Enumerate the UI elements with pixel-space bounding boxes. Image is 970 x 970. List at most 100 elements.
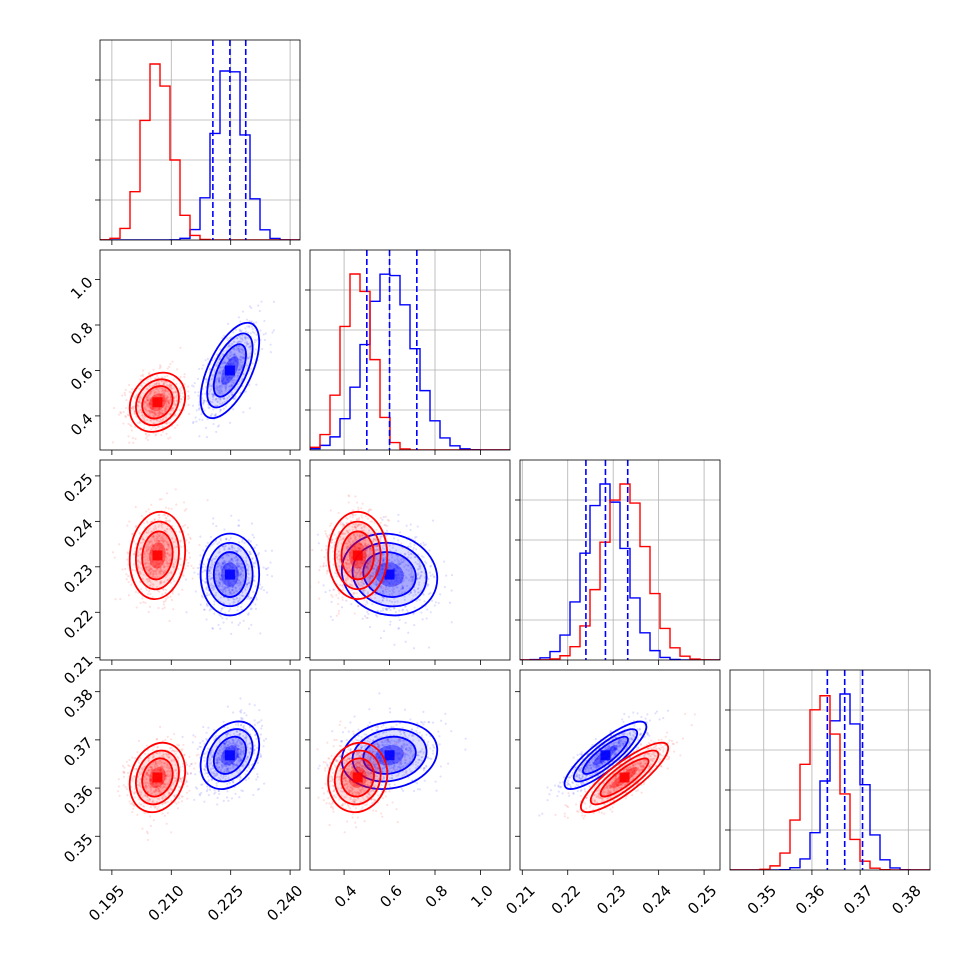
sample-point bbox=[392, 567, 395, 570]
sample-point bbox=[359, 542, 362, 546]
sample-point bbox=[157, 565, 160, 568]
sample-point bbox=[221, 386, 224, 389]
sample-point bbox=[197, 408, 201, 411]
sample-point bbox=[160, 524, 163, 528]
sample-point bbox=[345, 599, 348, 602]
sample-point bbox=[221, 776, 225, 780]
sample-point bbox=[400, 562, 403, 565]
sample-point bbox=[238, 734, 241, 737]
sample-point bbox=[191, 421, 195, 425]
sample-point bbox=[149, 571, 152, 574]
sample-point bbox=[352, 545, 355, 548]
sample-point bbox=[136, 564, 139, 567]
sample-point bbox=[238, 769, 241, 772]
sample-point bbox=[148, 402, 151, 405]
sample-point bbox=[232, 779, 235, 782]
sample-point bbox=[211, 393, 214, 397]
sample-point bbox=[204, 752, 207, 755]
sample-point bbox=[239, 347, 242, 351]
sample-point bbox=[165, 397, 169, 400]
sample-point bbox=[213, 788, 216, 792]
sample-point bbox=[235, 763, 238, 766]
sample-point bbox=[161, 544, 164, 547]
sample-point bbox=[152, 545, 155, 548]
sample-point bbox=[174, 390, 177, 393]
sample-point bbox=[369, 575, 372, 578]
sample-point bbox=[238, 621, 242, 625]
sample-point bbox=[208, 593, 211, 597]
sample-point bbox=[354, 571, 357, 574]
sample-point bbox=[165, 394, 169, 397]
sample-point bbox=[150, 409, 153, 412]
sample-point bbox=[377, 600, 381, 603]
sample-point bbox=[374, 549, 378, 552]
sample-point bbox=[237, 753, 240, 757]
sample-point bbox=[355, 543, 358, 546]
sample-point bbox=[220, 567, 223, 571]
sample-point bbox=[219, 539, 222, 542]
sample-point bbox=[145, 510, 148, 513]
sample-point bbox=[203, 759, 206, 762]
sample-point bbox=[230, 761, 234, 764]
sample-point bbox=[213, 603, 216, 606]
sample-point bbox=[224, 741, 228, 744]
sample-point bbox=[234, 737, 238, 740]
sample-point bbox=[234, 556, 238, 559]
sample-point bbox=[209, 415, 212, 418]
sample-point bbox=[222, 587, 225, 590]
sample-point bbox=[237, 524, 240, 527]
sample-point bbox=[230, 391, 233, 394]
sample-point bbox=[166, 367, 169, 370]
sample-point bbox=[355, 501, 359, 504]
sample-point bbox=[167, 402, 170, 405]
sample-point bbox=[164, 597, 168, 601]
sample-point bbox=[257, 552, 261, 555]
sample-point bbox=[147, 396, 150, 399]
sample-point bbox=[269, 561, 272, 564]
sample-point bbox=[332, 557, 335, 560]
sample-point bbox=[147, 529, 150, 532]
sample-point bbox=[156, 589, 159, 592]
sample-point bbox=[382, 553, 385, 556]
sample-point bbox=[335, 575, 339, 578]
sample-point bbox=[130, 429, 134, 432]
sample-point bbox=[242, 356, 245, 359]
sample-point bbox=[346, 547, 349, 550]
sample-point bbox=[374, 596, 377, 600]
sample-point bbox=[231, 588, 234, 591]
sample-point bbox=[232, 353, 235, 356]
sample-point bbox=[339, 565, 342, 569]
density-peak-blue bbox=[224, 569, 235, 580]
sample-point bbox=[209, 751, 212, 755]
sample-point bbox=[133, 412, 136, 415]
sample-point bbox=[429, 564, 433, 568]
sample-point bbox=[141, 413, 144, 417]
sample-point bbox=[376, 615, 379, 618]
sample-point bbox=[342, 558, 345, 561]
sample-point bbox=[360, 507, 363, 510]
sample-point bbox=[359, 535, 362, 538]
sample-point bbox=[112, 406, 116, 410]
sample-point bbox=[186, 564, 189, 567]
sample-point bbox=[215, 377, 218, 380]
sample-point bbox=[150, 570, 153, 574]
sample-point bbox=[147, 402, 151, 405]
sample-point bbox=[209, 761, 213, 764]
sample-point bbox=[329, 509, 332, 512]
sample-point bbox=[359, 523, 362, 526]
sample-point bbox=[250, 320, 254, 323]
sample-point bbox=[187, 561, 190, 565]
sample-point bbox=[170, 384, 173, 387]
sample-point bbox=[234, 751, 237, 754]
sample-point bbox=[159, 393, 162, 396]
sample-point bbox=[148, 558, 151, 561]
sample-point bbox=[164, 406, 167, 410]
sample-point bbox=[198, 435, 201, 438]
sample-point bbox=[236, 722, 240, 725]
sample-point bbox=[253, 546, 257, 549]
sample-point bbox=[162, 571, 165, 575]
sample-point bbox=[366, 616, 369, 620]
sample-point bbox=[349, 557, 352, 561]
sample-point bbox=[147, 610, 150, 614]
sample-point bbox=[170, 407, 173, 410]
